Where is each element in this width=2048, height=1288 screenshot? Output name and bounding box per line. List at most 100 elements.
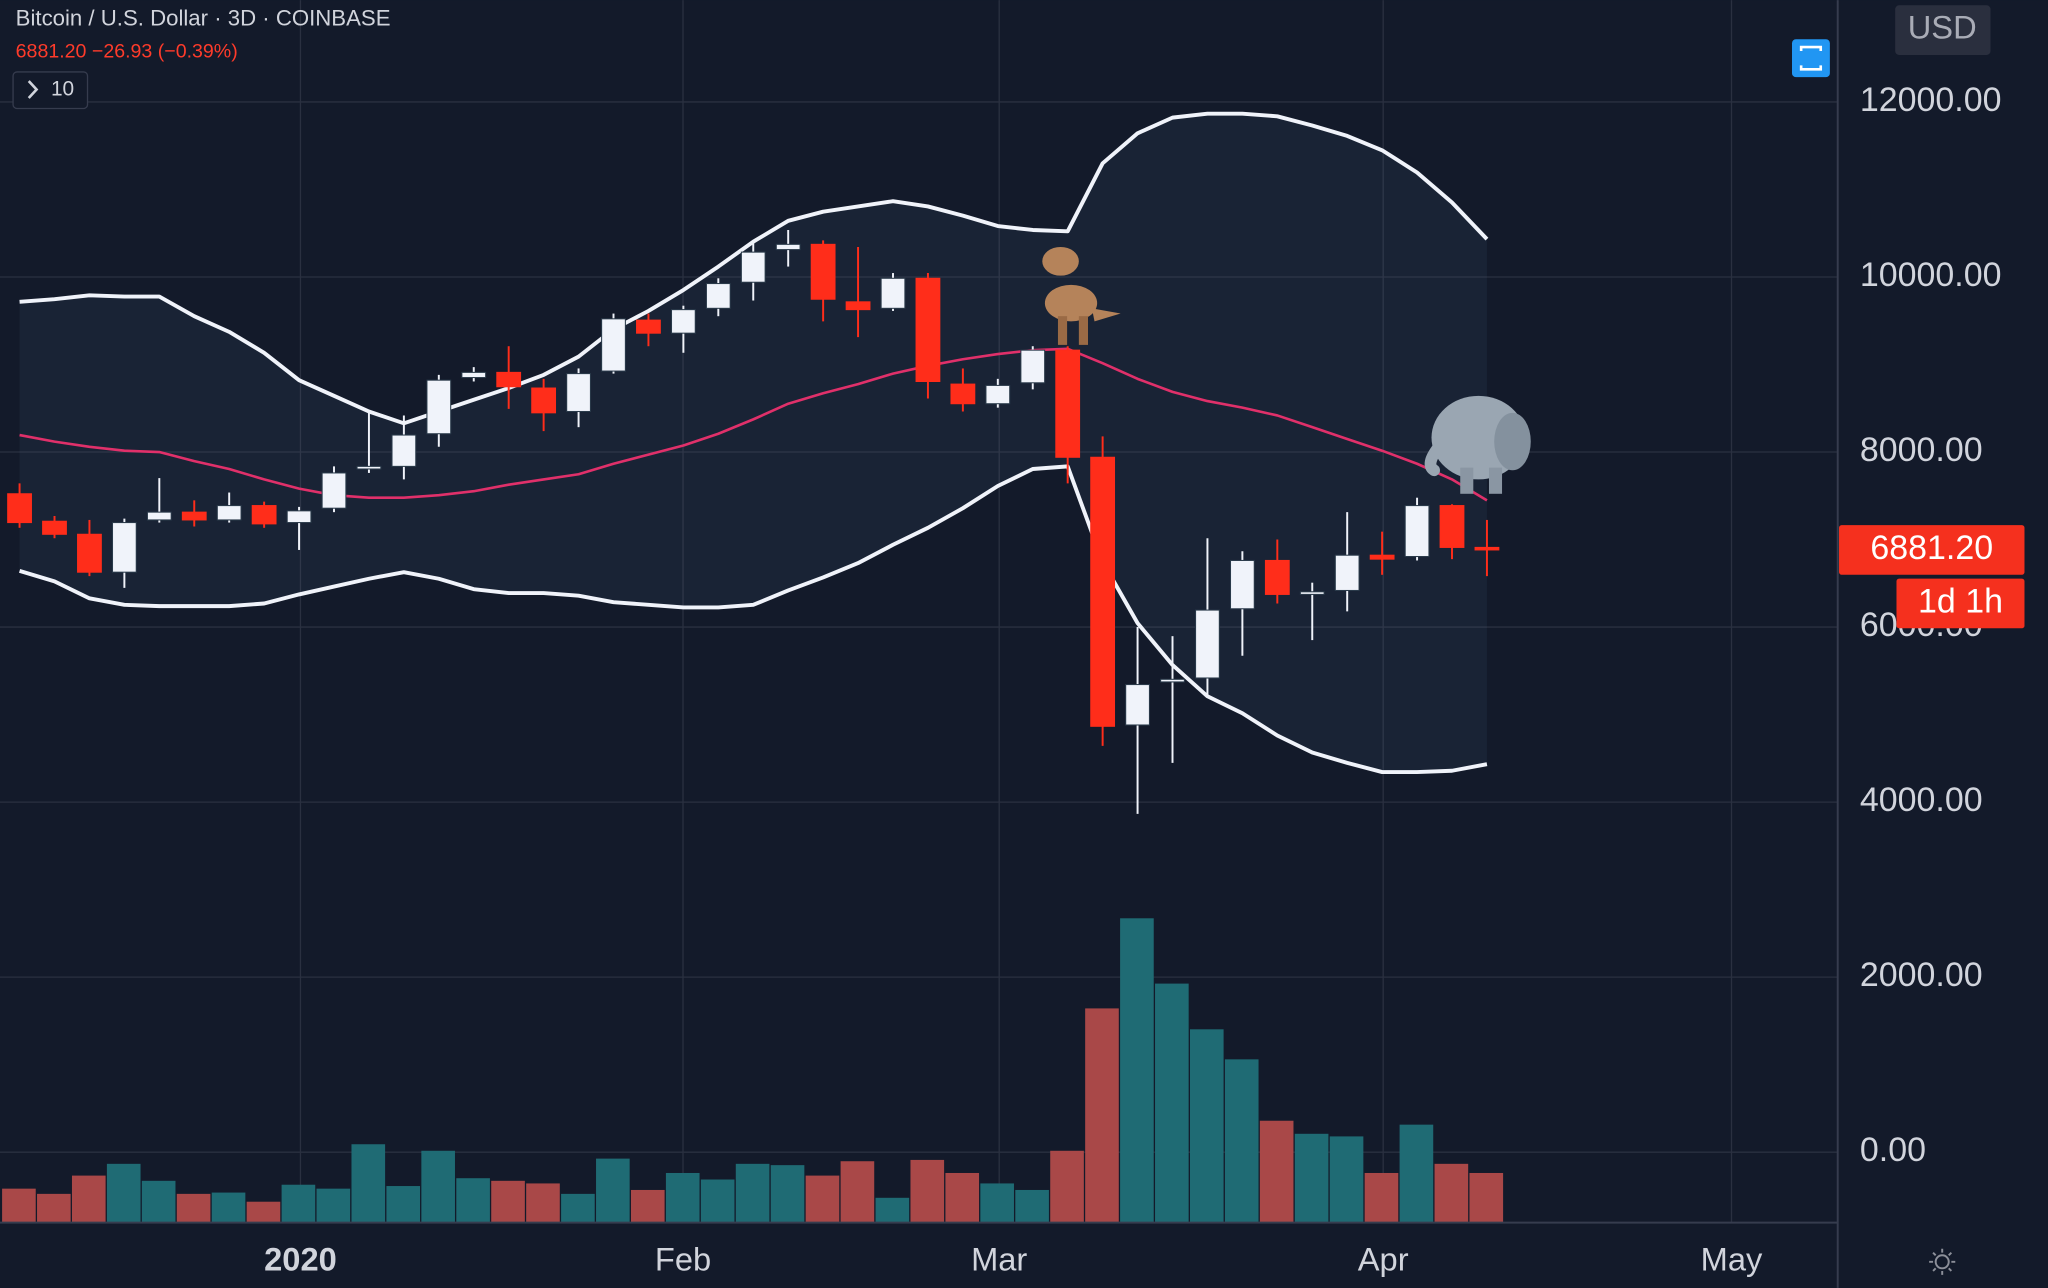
volume-bar — [37, 1193, 71, 1223]
candle-body — [636, 319, 661, 334]
x-tick-label: Apr — [1358, 1240, 1409, 1277]
volume-bar — [875, 1197, 910, 1223]
y-tick-label: 0.00 — [1860, 1131, 1926, 1169]
countdown-box — [1896, 578, 2025, 629]
volume-bar — [1399, 1124, 1434, 1223]
settings-icon[interactable] — [1929, 1248, 1956, 1275]
volume-bar — [141, 1180, 176, 1223]
currency-button-box[interactable] — [1895, 5, 1991, 55]
volume-bar — [1434, 1163, 1469, 1223]
candle-body — [705, 283, 731, 309]
indicator-toggle-box[interactable] — [12, 71, 89, 110]
candle-body — [950, 383, 976, 405]
last-price-label: 6881.20 — [1870, 529, 1993, 567]
volume-bar — [176, 1193, 211, 1223]
elephant-ear — [1494, 412, 1531, 471]
volume-bar — [1329, 1136, 1364, 1223]
dino-tail — [1091, 308, 1121, 322]
volume-bar — [1259, 1120, 1294, 1223]
candle-body — [7, 493, 32, 524]
volume-bar — [1189, 1029, 1224, 1223]
volume-bar — [770, 1165, 805, 1223]
elephant-trunk — [1424, 435, 1450, 477]
scale-button-box[interactable] — [1792, 39, 1830, 78]
candle-body — [810, 243, 836, 300]
y-tick-label: 10000.00 — [1860, 256, 2002, 294]
currency-button[interactable]: USD — [1895, 5, 1991, 55]
volume-bar — [106, 1163, 141, 1223]
volume-bar — [456, 1178, 490, 1223]
volume-bar — [2, 1188, 36, 1223]
volume-bar — [211, 1192, 246, 1223]
candle-body — [1090, 456, 1116, 727]
candle-body — [321, 472, 347, 509]
volume-bar — [1155, 983, 1189, 1223]
candle-body — [1195, 609, 1220, 679]
elephant-leg — [1488, 467, 1503, 494]
candle-body — [1474, 546, 1500, 551]
countdown-label: 1d 1h — [1918, 582, 2003, 620]
volume-bar — [1224, 1059, 1259, 1223]
volume-bar — [526, 1183, 560, 1223]
candle-body — [111, 522, 137, 573]
volume-bar — [840, 1161, 875, 1223]
volume-bar — [1469, 1172, 1504, 1223]
symbol-title: Bitcoin / U.S. Dollar · 3D · COINBASE — [16, 6, 391, 31]
candle-body — [77, 533, 102, 573]
volume-bar — [561, 1193, 595, 1223]
candle-body — [775, 243, 801, 251]
lower-band — [19, 464, 1488, 775]
dino-head — [1042, 246, 1079, 276]
dino-leg — [1057, 316, 1068, 345]
scale-button[interactable] — [1792, 39, 1830, 78]
plot — [2, 111, 1504, 1223]
candle-body — [1404, 505, 1430, 558]
x-tick-label: 2020 — [264, 1240, 337, 1277]
candle-body — [566, 373, 591, 413]
volume-bar — [246, 1201, 281, 1223]
dinosaur-sticker — [1042, 246, 1121, 345]
x-tick-label: May — [1701, 1240, 1763, 1277]
candle-body — [391, 434, 417, 467]
upper-band — [19, 111, 1489, 426]
candle-body — [1264, 559, 1290, 595]
candle-body — [845, 301, 871, 311]
volume-bar — [491, 1180, 525, 1223]
indicator-toggle[interactable]: 10 — [12, 71, 89, 110]
candle-body — [496, 371, 522, 388]
scale-icon — [1799, 45, 1823, 71]
candle-body — [1369, 554, 1395, 560]
candle-body — [880, 277, 906, 309]
candle-body — [1229, 559, 1255, 610]
candle-body — [356, 465, 382, 470]
volume-bar — [1015, 1189, 1049, 1223]
candle-body — [670, 309, 696, 334]
candle-body — [985, 384, 1011, 405]
y-tick-label: 8000.00 — [1860, 431, 1983, 469]
candle-body — [740, 251, 766, 283]
volume-bar — [1120, 918, 1154, 1223]
volume-bar — [351, 1144, 386, 1223]
volume-bar — [596, 1158, 630, 1223]
x-tick-label: Mar — [971, 1240, 1027, 1277]
dino-body — [1044, 284, 1098, 322]
y-tick-label: 2000.00 — [1860, 956, 1983, 994]
candle-body — [426, 379, 452, 435]
volume-bar — [630, 1189, 665, 1223]
volume-bar — [735, 1163, 770, 1223]
candle-body — [1334, 554, 1360, 591]
candle-body — [1160, 678, 1185, 683]
volume-bar — [386, 1186, 421, 1223]
volume-bar — [421, 1150, 455, 1223]
quote: 6881.20 −26.93 (−0.39%) — [16, 40, 238, 62]
volume-bar — [71, 1175, 106, 1223]
candle-body — [915, 277, 941, 383]
settings-icon-rays — [1929, 1248, 1956, 1275]
y-tick-label: 12000.00 — [1860, 81, 2002, 119]
last-price-box — [1839, 525, 2025, 575]
settings-icon-circle[interactable] — [1934, 1254, 1950, 1270]
volume-bar — [910, 1159, 945, 1223]
chevron-icon — [27, 80, 39, 99]
